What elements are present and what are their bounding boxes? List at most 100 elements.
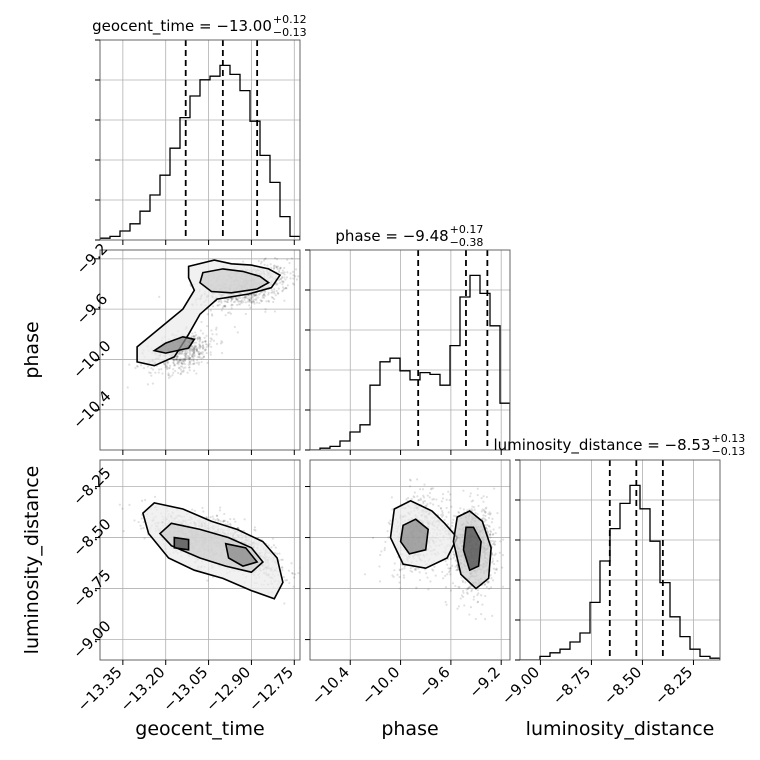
sample-point bbox=[142, 521, 145, 524]
sample-point bbox=[218, 303, 221, 306]
sample-point bbox=[190, 354, 193, 357]
sample-point bbox=[493, 554, 496, 557]
sample-point bbox=[174, 358, 177, 361]
sample-point bbox=[198, 356, 201, 359]
sample-point bbox=[286, 284, 289, 287]
sample-point bbox=[446, 573, 449, 576]
sample-point bbox=[489, 574, 492, 577]
sample-point bbox=[203, 349, 207, 352]
sample-point bbox=[174, 358, 177, 361]
sample-point bbox=[121, 507, 124, 510]
panel-phase-vs-phase bbox=[305, 249, 511, 455]
sample-point bbox=[488, 533, 492, 537]
sample-point bbox=[463, 604, 466, 607]
sample-point bbox=[457, 510, 460, 514]
sample-point bbox=[441, 510, 444, 513]
sample-point bbox=[198, 343, 201, 346]
sample-point bbox=[157, 368, 161, 371]
sample-point bbox=[270, 296, 273, 299]
sample-point bbox=[486, 529, 489, 532]
panel-phase-vs-geocent_time bbox=[95, 249, 301, 455]
sample-point bbox=[271, 537, 275, 540]
sample-point bbox=[444, 574, 447, 578]
sample-point bbox=[229, 523, 232, 526]
sample-point bbox=[192, 355, 195, 358]
sample-point bbox=[205, 345, 208, 349]
sample-point bbox=[254, 529, 257, 532]
x-tick-label: −13.05 bbox=[159, 663, 211, 715]
contour-level-4 bbox=[173, 536, 190, 551]
sample-point bbox=[281, 290, 284, 293]
sample-point bbox=[182, 358, 186, 361]
sample-point bbox=[281, 286, 285, 289]
sample-point bbox=[272, 544, 276, 547]
sample-point bbox=[197, 361, 201, 364]
sample-point bbox=[217, 304, 220, 307]
sample-point bbox=[289, 272, 292, 275]
sample-point bbox=[292, 277, 295, 280]
sample-point bbox=[168, 366, 171, 369]
sample-point bbox=[221, 306, 224, 310]
sample-point bbox=[473, 508, 476, 511]
sample-point bbox=[255, 301, 259, 304]
sample-point bbox=[291, 282, 295, 285]
sample-point bbox=[226, 298, 230, 301]
sample-point bbox=[179, 365, 182, 368]
sample-point bbox=[464, 581, 467, 584]
sample-point bbox=[191, 346, 194, 349]
sample-point bbox=[284, 278, 287, 281]
sample-point bbox=[223, 300, 226, 303]
sample-point bbox=[142, 366, 146, 370]
sample-point bbox=[476, 601, 479, 604]
sample-point bbox=[234, 300, 237, 303]
sample-point bbox=[399, 569, 402, 572]
sample-point bbox=[432, 498, 435, 501]
sample-point bbox=[195, 349, 199, 352]
sample-point bbox=[501, 585, 505, 588]
sample-point bbox=[429, 488, 433, 491]
sample-point bbox=[276, 265, 280, 268]
sample-point bbox=[494, 531, 497, 535]
sample-point bbox=[122, 530, 125, 533]
sample-point bbox=[490, 577, 493, 580]
sample-point bbox=[485, 519, 488, 522]
sample-point bbox=[473, 506, 476, 509]
sample-point bbox=[432, 569, 435, 572]
contour-level-2 bbox=[199, 268, 271, 294]
sample-point bbox=[469, 495, 472, 498]
sample-point bbox=[188, 357, 191, 360]
sample-point bbox=[255, 292, 258, 295]
sample-point bbox=[219, 520, 222, 523]
sample-point bbox=[383, 549, 386, 552]
sample-point bbox=[445, 603, 448, 606]
sample-point bbox=[262, 294, 265, 297]
sample-point bbox=[449, 566, 452, 570]
sample-point bbox=[139, 524, 142, 527]
sample-point bbox=[181, 365, 184, 368]
sample-point bbox=[272, 266, 276, 270]
sample-point bbox=[470, 500, 473, 503]
sample-point bbox=[501, 554, 505, 557]
sample-point bbox=[252, 300, 255, 303]
sample-point bbox=[483, 520, 486, 523]
sample-point bbox=[286, 271, 289, 274]
sample-point bbox=[209, 353, 212, 356]
sample-point bbox=[482, 517, 485, 520]
sample-point bbox=[265, 300, 268, 303]
sample-point bbox=[180, 352, 184, 355]
panel-geocent_time-vs-geocent_time bbox=[95, 39, 301, 245]
sample-point bbox=[448, 567, 452, 570]
sample-point bbox=[457, 511, 461, 514]
sample-point bbox=[489, 529, 492, 532]
sample-point bbox=[432, 487, 435, 490]
sample-point bbox=[477, 504, 480, 507]
sample-point bbox=[444, 585, 448, 589]
sample-point bbox=[253, 298, 257, 301]
sample-point bbox=[226, 300, 229, 304]
sample-point bbox=[178, 359, 182, 362]
sample-point bbox=[471, 499, 475, 502]
sample-point bbox=[195, 348, 198, 351]
sample-point bbox=[488, 533, 492, 536]
sample-point bbox=[230, 300, 233, 303]
